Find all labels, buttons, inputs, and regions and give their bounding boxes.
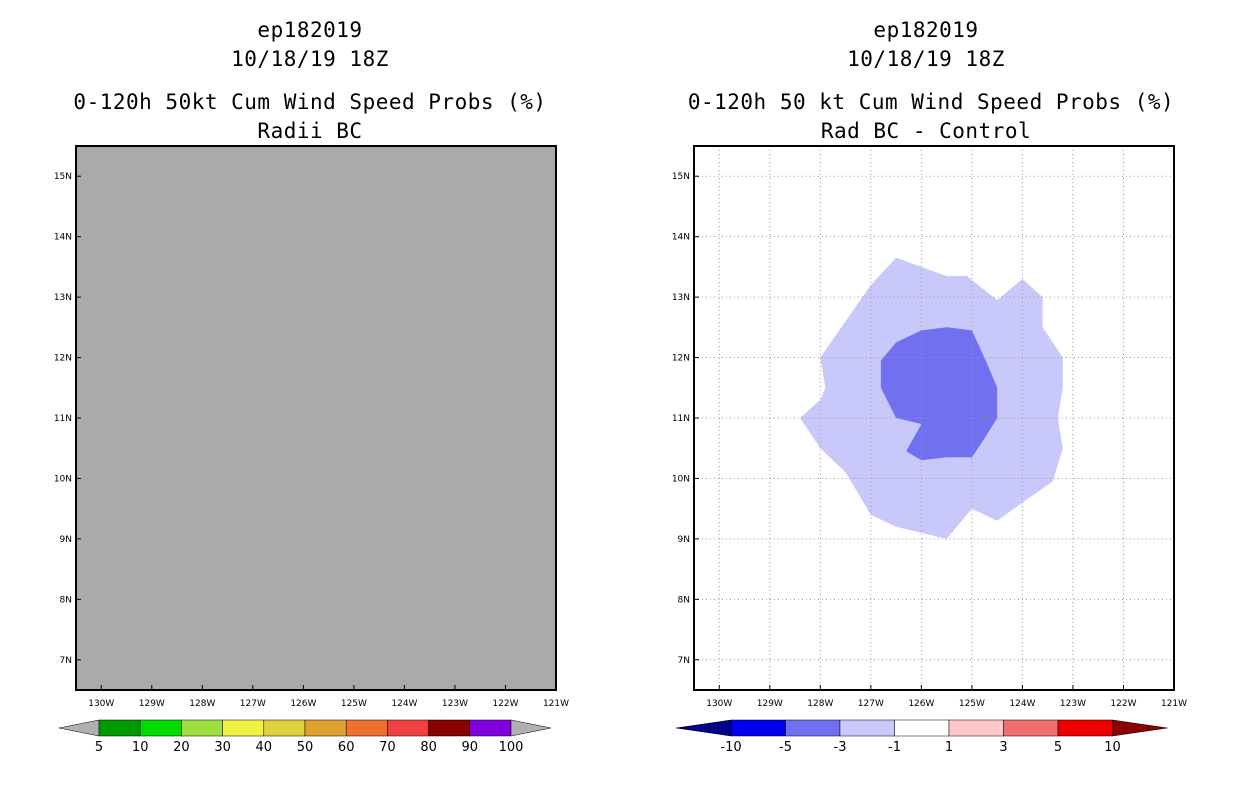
colorbar-left-arrow (58, 719, 100, 737)
left-title-subtitle: Radii BC (257, 119, 363, 143)
colorbar-segment (428, 719, 471, 737)
x-tick-label: 129W (139, 699, 165, 709)
y-tick-label: 8N (678, 595, 690, 605)
colorbar-right-arrow (510, 719, 552, 737)
colorbar-segment (469, 719, 512, 737)
colorbar-label: 10 (132, 740, 149, 755)
x-tick-label: 129W (757, 699, 783, 709)
x-tick-label: 122W (492, 699, 518, 709)
colorbar-segment (948, 719, 1004, 737)
y-tick-label: 11N (54, 414, 72, 424)
x-tick-label: 121W (1161, 699, 1187, 709)
x-tick-label: 127W (858, 699, 884, 709)
y-tick-label: 12N (672, 354, 690, 364)
colorbar-label: -1 (888, 740, 901, 755)
y-tick-label: 7N (678, 656, 690, 666)
colorbar-label: 80 (420, 740, 437, 755)
right-title-subtitle: Rad BC - Control (820, 119, 1032, 143)
contour-region-1 (880, 327, 998, 461)
colorbar-label: 5 (1054, 740, 1062, 755)
x-tick-label: 125W (959, 699, 985, 709)
colorbar-label: 40 (256, 740, 273, 755)
colorbar-segment (387, 719, 429, 737)
y-tick-label: 14N (54, 233, 72, 243)
right-title-date: 10/18/19 18Z (847, 47, 1005, 71)
x-tick-label: 127W (240, 699, 266, 709)
colorbar-segment (222, 719, 265, 737)
colorbar-segment (894, 719, 950, 737)
colorbar-label: 3 (999, 740, 1007, 755)
y-tick-label: 13N (672, 293, 690, 303)
x-tick-label: 125W (341, 699, 367, 709)
x-tick-label: 126W (908, 699, 934, 709)
y-tick-label: 15N (54, 172, 72, 182)
colorbar-label: -3 (834, 740, 847, 755)
x-tick-label: 128W (189, 699, 215, 709)
y-tick-label: 10N (54, 474, 72, 484)
x-tick-label: 130W (88, 699, 114, 709)
right-title-product: 0-120h 50 kt Cum Wind Speed Probs (%) (687, 90, 1175, 114)
plot-area (76, 146, 556, 690)
x-tick-label: 123W (1060, 699, 1086, 709)
x-tick-label: 122W (1110, 699, 1136, 709)
y-tick-label: 10N (672, 474, 690, 484)
colorbar-segment (730, 719, 786, 737)
colorbar-right-arrow (1112, 719, 1168, 737)
right-map-plot: 130W 129W 128W 127W 126W 125W 124W 123W 122W 121W… (672, 145, 1187, 709)
y-tick-label: 12N (54, 354, 72, 364)
colorbar-label: 60 (338, 740, 355, 755)
colorbar-segment (263, 719, 306, 737)
colorbar-segment (1057, 719, 1113, 737)
x-tick-label: 123W (442, 699, 468, 709)
colorbar-segment (304, 719, 347, 737)
colorbar-label: 100 (499, 740, 524, 755)
x-tick-label: 128W (807, 699, 833, 709)
colorbar-label: 90 (462, 740, 479, 755)
colorbar-label: 30 (214, 740, 231, 755)
colorbar-label: 1 (945, 740, 953, 755)
x-tick-label: 130W (706, 699, 732, 709)
left-map-plot: 130W 129W 128W 127W 126W 125W 124W 123W 122W 121W… (54, 145, 569, 709)
colorbar-segment (139, 719, 182, 737)
y-tick-label: 14N (672, 233, 690, 243)
colorbar-segment (98, 719, 141, 737)
y-tick-label: 7N (60, 656, 72, 666)
colorbar-label: 50 (297, 740, 314, 755)
x-tick-label: 126W (290, 699, 316, 709)
y-tick-label: 15N (672, 172, 690, 182)
colorbar-segment (181, 719, 223, 737)
colorbar-segment (1003, 719, 1059, 737)
left-title-product: 0-120h 50kt Cum Wind Speed Probs (%) (73, 90, 547, 114)
right-colorbar: -10 -5 -3 -1 1 3 5 10 (675, 719, 1168, 755)
x-tick-label: 124W (391, 699, 417, 709)
left-title-storm: ep182019 (257, 18, 363, 42)
colorbar-segment (785, 719, 841, 737)
colorbar-label: -5 (779, 740, 792, 755)
colorbar-label: 70 (379, 740, 396, 755)
left-colorbar: 5 10 20 30 40 50 60 70 80 90 100 (58, 719, 552, 755)
x-tick-label: 121W (543, 699, 569, 709)
x-tick-label: 124W (1009, 699, 1035, 709)
colorbar-label: 10 (1104, 740, 1121, 755)
left-title-date: 10/18/19 18Z (231, 47, 389, 71)
right-title-storm: ep182019 (873, 18, 979, 42)
y-tick-label: 13N (54, 293, 72, 303)
y-tick-label: 11N (672, 414, 690, 424)
y-tick-label: 8N (60, 595, 72, 605)
y-tick-label: 9N (60, 535, 72, 545)
colorbar-segment (345, 719, 388, 737)
colorbar-segment (839, 719, 895, 737)
y-tick-label: 9N (678, 535, 690, 545)
colorbar-label: -10 (720, 740, 741, 755)
colorbar-label: 5 (95, 740, 103, 755)
colorbar-left-arrow (675, 719, 732, 737)
colorbar-label: 20 (173, 740, 190, 755)
